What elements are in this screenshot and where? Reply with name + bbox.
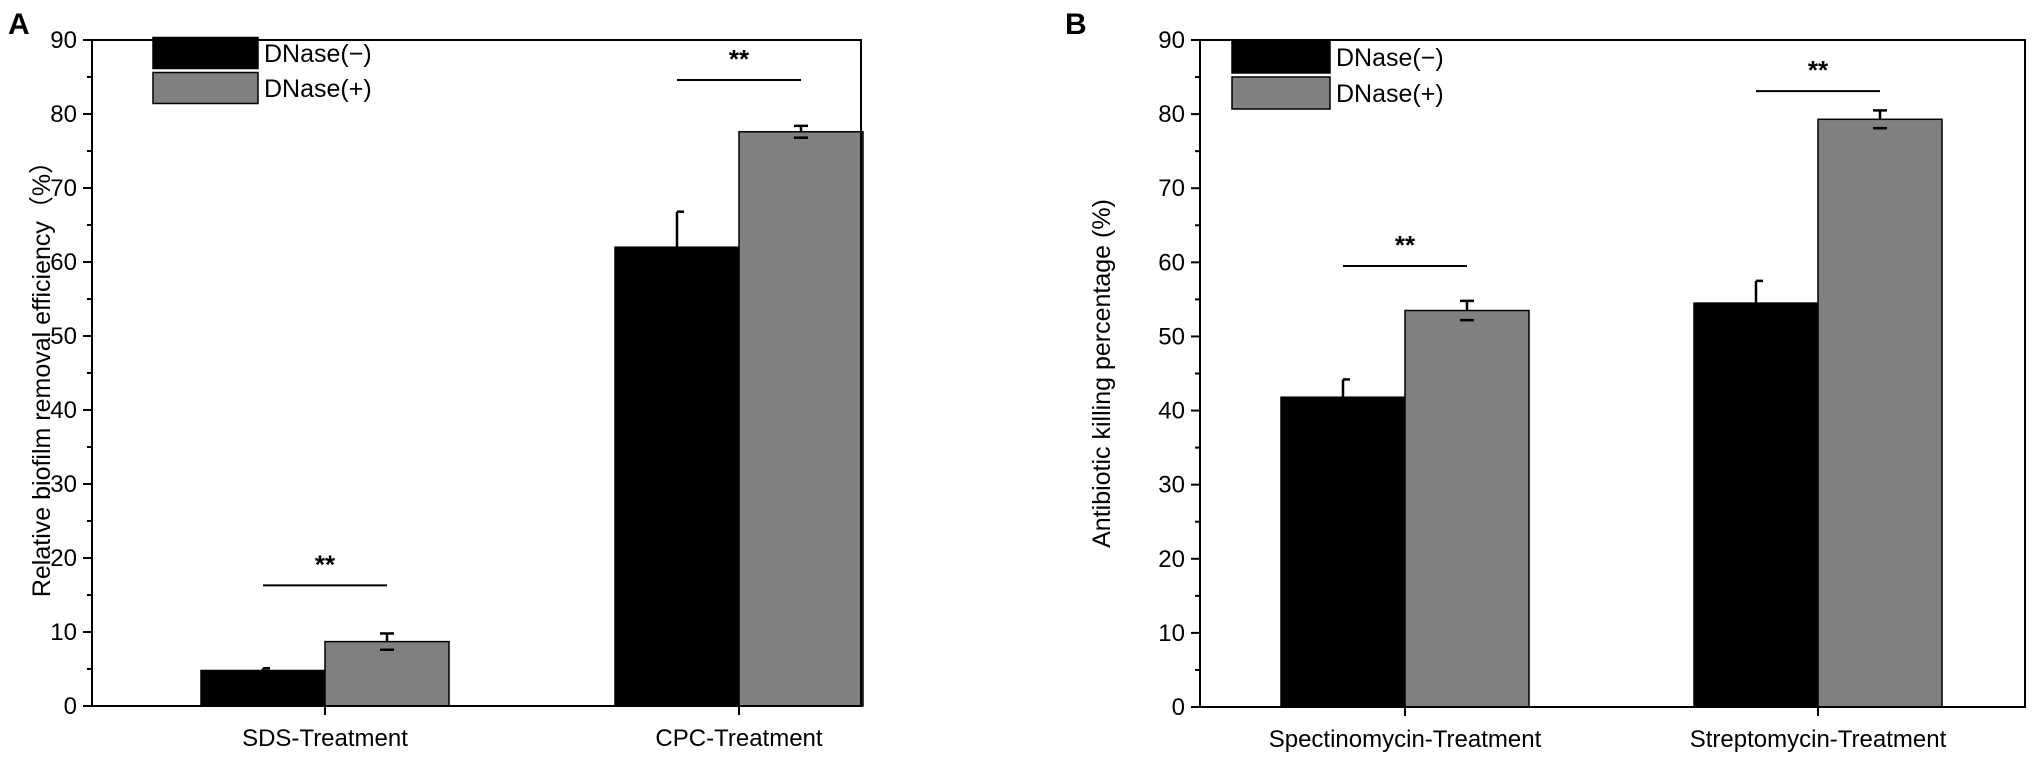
significance-label: ** <box>315 549 336 579</box>
bar-dnase-minus <box>200 669 326 707</box>
y-tick-label: 30 <box>50 471 77 498</box>
bar-dnase-plus <box>1817 118 1943 708</box>
y-tick-label: 0 <box>1172 694 1185 721</box>
panel-a: A SDS-Treatment CPC-Treatment ** ** 0 10 20 30 40… <box>8 8 864 752</box>
x-tick-label: SDS-Treatment <box>242 725 408 752</box>
y-tick-label: 40 <box>50 397 77 424</box>
legend-label-dnase-minus: DNase(−) <box>264 40 372 68</box>
legend-swatch-dnase-plus <box>1231 76 1331 110</box>
panel-b: B Spectinomycin-Treatment Streptomycin-Tre… <box>1065 8 2026 753</box>
legend-swatch-dnase-plus <box>152 71 259 105</box>
y-tick-label: 90 <box>50 27 77 54</box>
y-tick-label: 50 <box>50 323 77 350</box>
x-tick-label: CPC-Treatment <box>655 725 822 752</box>
y-tick-label: 80 <box>1158 101 1185 128</box>
y-tick-label: 20 <box>50 545 77 572</box>
x-tick-label: Spectinomycin-Treatment <box>1269 726 1542 753</box>
legend-swatch-dnase-minus <box>1231 40 1331 74</box>
panel-label: A <box>8 8 30 41</box>
panel-label: B <box>1065 8 1087 41</box>
bar-dnase-minus <box>1693 302 1819 708</box>
y-tick-label: 50 <box>1158 323 1185 350</box>
significance-label: ** <box>1808 55 1829 85</box>
x-tick-label: Streptomycin-Treatment <box>1690 726 1947 753</box>
y-tick-label: 60 <box>1158 249 1185 276</box>
y-tick-label: 90 <box>1158 27 1185 54</box>
bar-dnase-plus <box>738 131 864 707</box>
y-tick-label: 80 <box>50 101 77 128</box>
y-tick-label: 40 <box>1158 398 1185 425</box>
y-tick-label: 70 <box>50 175 77 202</box>
bar-dnase-plus <box>1404 309 1530 708</box>
legend-swatch-dnase-minus <box>152 36 259 70</box>
y-tick-label: 20 <box>1158 546 1185 573</box>
significance-label: ** <box>1395 230 1416 260</box>
y-tick-label: 30 <box>1158 472 1185 499</box>
y-tick-label: 70 <box>1158 175 1185 202</box>
legend-label-dnase-plus: DNase(+) <box>1336 80 1444 108</box>
y-tick-label: 10 <box>50 619 77 646</box>
y-tick-label: 10 <box>1158 620 1185 647</box>
bar-dnase-plus <box>324 640 450 707</box>
y-tick-label: 0 <box>64 693 77 720</box>
bar-dnase-minus <box>1280 396 1406 708</box>
y-axis-title: Relative biofilm removal efficiency（%） <box>28 149 56 597</box>
bar-dnase-minus <box>614 246 740 707</box>
y-tick-label: 60 <box>50 249 77 276</box>
y-axis-title: Antibiotic killing percentage (%) <box>1088 199 1116 548</box>
legend-label-dnase-plus: DNase(+) <box>264 75 372 103</box>
significance-label: ** <box>729 44 750 74</box>
legend-label-dnase-minus: DNase(−) <box>1336 44 1444 72</box>
